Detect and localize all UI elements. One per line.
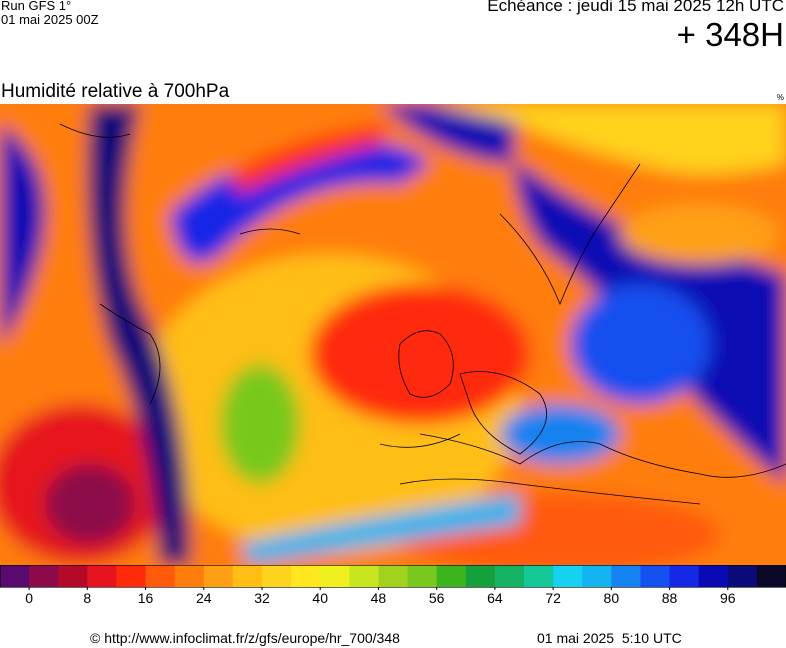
unit: % xyxy=(776,93,784,102)
color-swatch xyxy=(349,565,379,587)
tick-label: 56 xyxy=(429,590,445,606)
color-swatch xyxy=(407,565,438,587)
map xyxy=(0,104,786,565)
color-swatch xyxy=(756,565,786,587)
color-swatch xyxy=(116,565,147,587)
coastlines xyxy=(59,123,786,505)
color-swatch xyxy=(203,565,234,587)
color-swatch xyxy=(698,565,729,587)
color-swatch xyxy=(291,565,321,587)
color-swatch xyxy=(524,565,554,587)
color-swatch xyxy=(494,565,525,587)
generated-time: 01 mai 2025 5:10 UTC xyxy=(537,630,682,646)
colorbar: 0 8 16 24 32 40 48 56 64 72 80 88 96 xyxy=(0,565,786,606)
color-swatch xyxy=(320,565,350,587)
color-swatch xyxy=(640,565,671,587)
color-swatch xyxy=(0,565,30,587)
color-swatch xyxy=(669,565,700,587)
color-swatch xyxy=(174,565,205,587)
color-swatch xyxy=(87,565,117,587)
tick-label: 96 xyxy=(720,590,736,606)
color-swatch xyxy=(262,565,292,587)
color-swatch xyxy=(378,565,409,587)
tick-label: 32 xyxy=(254,590,270,606)
tick-label: 0 xyxy=(25,590,33,606)
color-swatch xyxy=(465,565,496,587)
tick-label: 16 xyxy=(138,590,154,606)
run-label: Run GFS 1° xyxy=(1,0,72,13)
color-swatch xyxy=(29,565,59,587)
color-swatch xyxy=(145,565,176,587)
color-swatch xyxy=(582,565,612,587)
color-swatch xyxy=(553,565,583,587)
valid-time: Echéance : jeudi 15 mai 2025 12h UTC xyxy=(487,0,784,15)
tick-label: 40 xyxy=(312,590,328,606)
lead-time: + 348H xyxy=(676,16,784,53)
tick-label: 48 xyxy=(371,590,387,606)
tick-label: 72 xyxy=(545,590,561,606)
color-swatch xyxy=(436,565,467,587)
color-swatch xyxy=(58,565,88,587)
tick-label: 8 xyxy=(83,590,91,606)
tick-label: 88 xyxy=(662,590,678,606)
run-date: 01 mai 2025 00Z xyxy=(1,12,99,27)
tick-label: 64 xyxy=(487,590,503,606)
color-swatch xyxy=(611,565,641,587)
color-swatch xyxy=(232,565,263,587)
source: © http://www.infoclimat.fr/z/gfs/europe/… xyxy=(90,630,400,646)
map-title: Humidité relative à 700hPa xyxy=(1,81,230,102)
tick-label: 24 xyxy=(196,590,212,606)
tick-label: 80 xyxy=(604,590,620,606)
color-swatch xyxy=(727,565,758,587)
